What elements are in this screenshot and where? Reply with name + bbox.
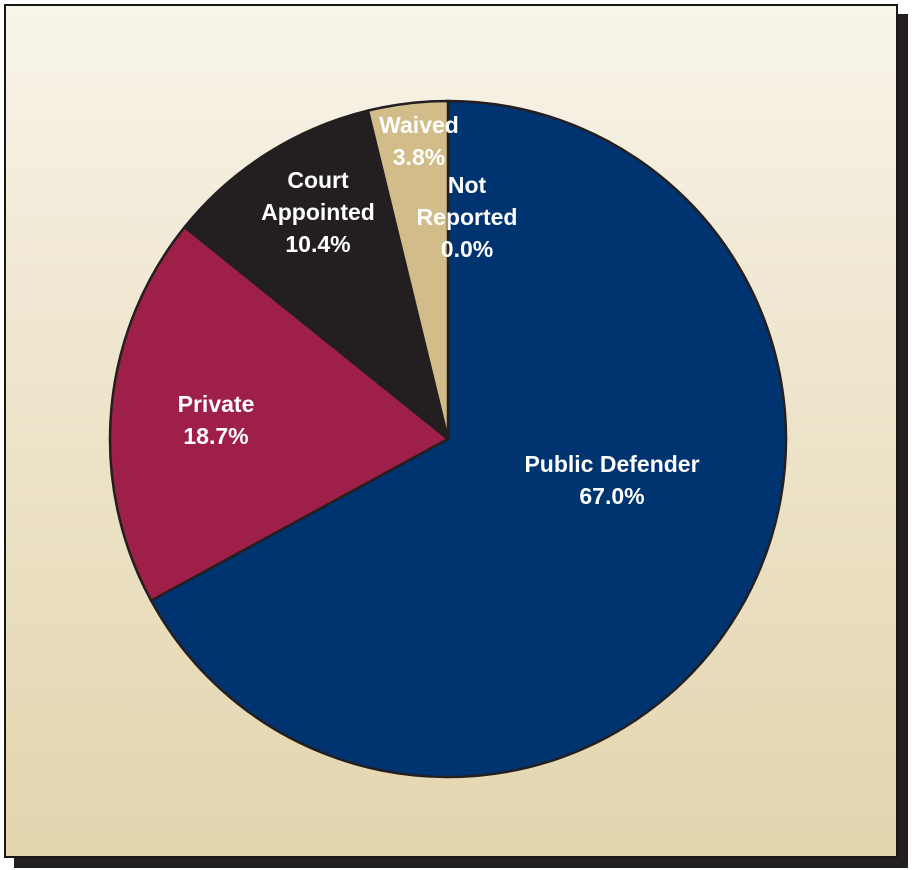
slice-label-not-reported: Not Reported 0.0% [417, 172, 518, 262]
chart-frame: Public Defender 67.0% Private 18.7% Court App… [4, 4, 898, 858]
pie-slices [108, 99, 788, 779]
slice-label-line: Court [287, 167, 349, 193]
slice-percent: 18.7% [183, 423, 248, 449]
slice-public-defender [149, 99, 788, 779]
slice-label-line: Reported [417, 204, 518, 230]
pie-chart: Public Defender 67.0% Private 18.7% Court App… [108, 99, 788, 779]
slice-label-line: Public Defender [524, 451, 699, 477]
slice-percent: 0.0% [441, 236, 493, 262]
slice-label-court-appointed: Court Appointed 10.4% [261, 167, 375, 257]
slice-percent: 67.0% [579, 483, 644, 509]
slice-label-public-defender: Public Defender 67.0% [524, 451, 699, 509]
slice-label-line: Appointed [261, 199, 375, 225]
slice-label-private: Private 18.7% [178, 391, 255, 449]
slice-percent: 3.8% [393, 144, 445, 170]
slice-waived [366, 99, 450, 440]
slice-court-appointed [182, 109, 451, 443]
slice-percent: 10.4% [285, 231, 350, 257]
slice-private [108, 225, 451, 603]
slice-label-line: Waived [379, 112, 459, 138]
slice-label-line: Private [178, 391, 255, 417]
pie-labels: Public Defender 67.0% Private 18.7% Court App… [178, 112, 700, 509]
slice-label-waived: Waived 3.8% [379, 112, 459, 170]
slice-label-line: Not [448, 172, 487, 198]
